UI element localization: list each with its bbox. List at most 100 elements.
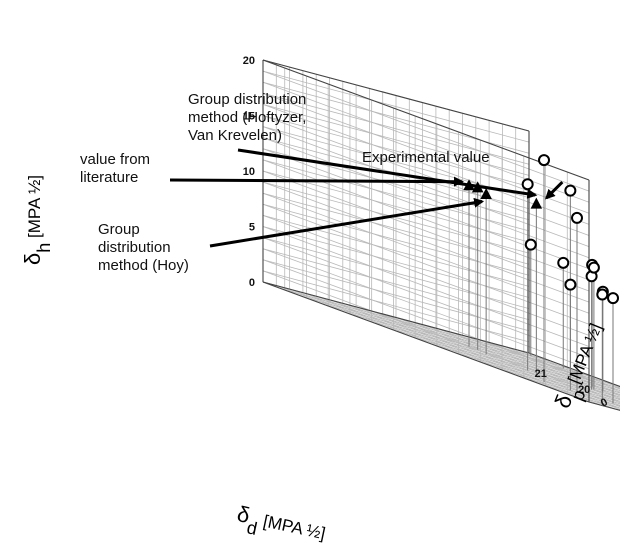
- data-point-triangle: [530, 197, 543, 209]
- axis-title-subscript: d: [245, 517, 259, 539]
- annotation-line: method (Hoy): [98, 257, 189, 274]
- data-points: [463, 154, 620, 305]
- floor-gridline: [395, 317, 620, 401]
- left-wall-gridline: [262, 203, 530, 276]
- annotation-arrow: [209, 197, 485, 248]
- left-wall-gridline: [262, 270, 530, 343]
- back-wall-gridline: [262, 70, 590, 192]
- floor-gridline: [342, 302, 620, 406]
- floor-gridline: [422, 324, 620, 398]
- floor-gridline: [567, 393, 620, 409]
- back-wall-gridline: [262, 259, 590, 381]
- back-wall-gridline: [262, 237, 590, 358]
- axis-edge: [262, 59, 530, 132]
- back-wall-gridline: [262, 203, 590, 325]
- axis-edge: [262, 281, 530, 354]
- drop-lines: [468, 160, 614, 406]
- floor-gridline: [289, 288, 616, 410]
- back-wall-gridline: [262, 248, 590, 370]
- floor-gridline: [355, 306, 620, 405]
- annotation-line: value from: [80, 151, 150, 168]
- left-wall-gridline: [262, 126, 530, 198]
- annotation-line: Group distribution: [188, 91, 306, 108]
- axis-title-unit: [MPA ½]: [257, 511, 327, 544]
- back-wall-gridline: [262, 137, 590, 259]
- left-wall-gridline: [262, 215, 530, 287]
- floor-gridline: [588, 401, 620, 411]
- floor-gridline: [316, 295, 620, 409]
- floor-gridline: [302, 292, 620, 410]
- data-point-circle: [557, 256, 570, 269]
- floor-gridline: [276, 285, 603, 406]
- left-wall-gridline: [262, 70, 530, 143]
- axis-title-symbol: δ: [235, 501, 252, 528]
- left-wall-gridline: [262, 237, 530, 309]
- data-point-circle: [587, 261, 600, 274]
- data-point-circle: [521, 178, 534, 191]
- z-tick-label: 20: [243, 55, 255, 67]
- data-point-circle: [564, 278, 577, 291]
- data-point-circle: [596, 288, 609, 301]
- axis-edge: [262, 59, 590, 181]
- left-wall-gridline: [262, 170, 530, 243]
- left-wall-gridline: [262, 248, 530, 321]
- data-point-circle: [524, 238, 537, 251]
- annotation-line: distribution: [98, 239, 171, 256]
- floor-gridline: [501, 369, 620, 402]
- annotation-arrow: [169, 176, 465, 187]
- left-wall-gridline: [262, 115, 530, 187]
- z-tick-label: 10: [243, 166, 255, 178]
- x-tick-label: 20: [578, 384, 590, 396]
- annotation: Experimental value: [362, 149, 564, 200]
- z-tick-label: 5: [249, 222, 255, 234]
- y-tick-label: 0: [599, 396, 610, 409]
- annotation-line: Experimental value: [362, 149, 490, 166]
- axis-title-subscript: h: [34, 243, 54, 253]
- annotation-arrow: [237, 148, 538, 199]
- left-wall-gridline: [262, 104, 530, 176]
- z-axis-title: δh [MPA ½]: [20, 175, 54, 265]
- x-tick-label: 21: [535, 368, 547, 380]
- floor-gridline: [523, 377, 620, 405]
- annotation-line: Van Krevelen): [188, 127, 282, 144]
- left-wall-gridline: [262, 159, 530, 232]
- data-point-triangle: [480, 187, 492, 200]
- data-point-circle: [564, 184, 577, 197]
- z-tick-label: 0: [249, 277, 255, 289]
- left-wall-gridline: [262, 92, 530, 165]
- axis-title-symbol: δ: [20, 253, 45, 265]
- axis-edge: [588, 401, 620, 411]
- left-wall-gridline: [262, 192, 530, 265]
- x-axis-title: δd [MPA ½]: [233, 501, 328, 553]
- back-wall-gridline: [262, 81, 590, 203]
- data-point-circle: [571, 211, 583, 224]
- floor-gridline: [545, 385, 620, 407]
- back-wall-gridline: [262, 126, 590, 247]
- annotation-line: method (Hoftyzer,: [188, 109, 306, 126]
- back-wall-gridline: [262, 115, 590, 236]
- axis-title-unit: [MPA ½]: [25, 175, 44, 243]
- axis-edge: [528, 352, 620, 388]
- left-wall-gridline: [262, 181, 530, 254]
- back-wall-gridline: [262, 270, 590, 392]
- back-wall-gridline: [262, 215, 590, 336]
- annotation-line: Group: [98, 221, 140, 238]
- floor-gridline: [435, 327, 620, 397]
- annotation-arrow: [544, 180, 564, 200]
- axis-edge: [262, 281, 590, 403]
- floor-gridline: [449, 331, 620, 395]
- back-wall-gridline: [262, 192, 590, 314]
- data-point-circle: [607, 292, 620, 305]
- back-wall-gridline: [262, 181, 590, 303]
- tick-labels: 1415161718192021024681012141618200510152…: [243, 55, 610, 410]
- back-wall-gridline: [262, 226, 590, 347]
- z-tick-label: 15: [243, 111, 255, 123]
- floor-gridline: [475, 338, 620, 393]
- floor-gridline: [409, 320, 620, 400]
